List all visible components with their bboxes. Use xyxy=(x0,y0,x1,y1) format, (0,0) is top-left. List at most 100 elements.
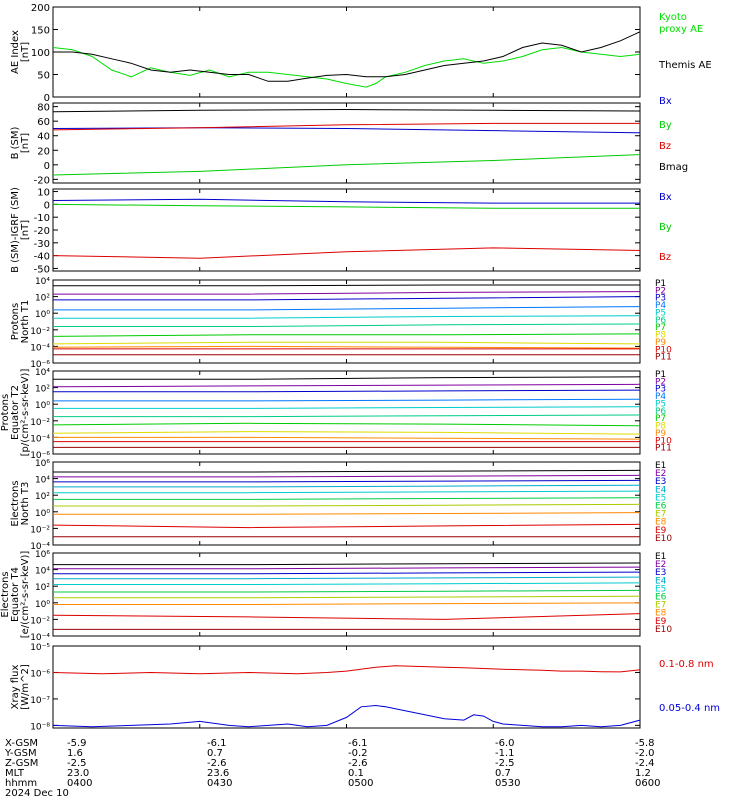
series-line-bz xyxy=(52,122,640,131)
footer-label: X-GSM xyxy=(5,738,39,749)
series-line-p7 xyxy=(52,422,641,427)
footer-value: -5.8 xyxy=(635,738,655,749)
legend-entry: E6 xyxy=(655,502,667,512)
footer-date-text: 2024 Dec 10 xyxy=(5,788,69,799)
footer-value: 0500 xyxy=(348,778,374,789)
series-line-e6 xyxy=(53,497,641,500)
y-tick-label: 150 xyxy=(31,26,50,37)
legend-entry: E3 xyxy=(655,568,666,578)
legend-entry: E9 xyxy=(655,617,667,627)
y-axis-label: Electrons xyxy=(0,571,11,617)
footer-value: 23.6 xyxy=(207,768,230,779)
legend-entry: P6 xyxy=(655,407,666,417)
series-line-e7 xyxy=(53,503,641,507)
panel-frame xyxy=(52,102,641,184)
footer-label: Z-GSM xyxy=(5,758,39,769)
panel-bigrf: -50-40 -30 -20 -10 010 B (SM)-IGRF (SM) [nT] Bx… xyxy=(10,187,672,275)
y-axis-label: B (SM)-IGRF (SM) xyxy=(10,187,21,273)
legend-entry: E4 xyxy=(655,576,667,586)
series-line-e5 xyxy=(53,582,641,585)
legend-entry: P6 xyxy=(655,316,666,326)
series-line-by xyxy=(52,154,641,176)
y-axis-label: Protons xyxy=(10,303,21,340)
legend-entry: P11 xyxy=(655,353,672,363)
y-tick-label: 10⁻⁴ xyxy=(30,343,50,353)
y-tick-label: 10⁴ xyxy=(35,476,50,486)
y-tick-label: 10⁴ xyxy=(35,277,50,287)
legend-entry: 0.1-0.8 nm xyxy=(659,659,714,670)
y-tick-label: -20 xyxy=(34,226,50,237)
legend-entry: E2 xyxy=(655,560,666,570)
y-tick-label: 10⁴ xyxy=(35,368,50,378)
legend-entry: Bx xyxy=(659,192,672,203)
legend-entry: 0.05-0.4 nm xyxy=(659,703,720,714)
series-line-e1 xyxy=(53,469,641,473)
y-tick-label: 10⁶ xyxy=(35,550,50,560)
series-line-p9 xyxy=(53,436,641,440)
series-line-e2 xyxy=(53,566,641,570)
y-tick-label: 50 xyxy=(37,71,50,82)
y-tick-label: 10⁻⁷ xyxy=(30,696,50,706)
y-tick-label: -30 xyxy=(34,239,50,250)
footer-value: 0.7 xyxy=(495,768,511,779)
legend-entry: P1 xyxy=(655,279,666,289)
y-tick-label: 10⁻⁴ xyxy=(30,633,50,643)
y-tick-label: 10⁶ xyxy=(35,459,50,469)
panel-xray: 10⁻⁸ 10⁻⁷ 10⁻⁶ 10⁻⁵ Xray flux [W/m^2] 0.1-0.8 … xyxy=(10,643,720,732)
series-line-bz xyxy=(52,247,641,259)
legend-entry: proxy AE xyxy=(659,24,703,35)
y-tick-label: 10⁻² xyxy=(30,418,50,428)
y-tick-label: 0 xyxy=(44,93,50,104)
series-line-e9 xyxy=(52,523,641,529)
legend-entry: P7 xyxy=(655,323,666,333)
legend-entry: E10 xyxy=(655,534,672,544)
y-tick-label: 10⁻⁴ xyxy=(30,542,50,552)
series-line-e2 xyxy=(53,474,641,478)
series-line-p1 xyxy=(53,376,641,380)
legend-entry: P10 xyxy=(655,436,672,446)
y-axis-label: B (SM) xyxy=(10,126,21,159)
y-tick-label: 10⁰ xyxy=(35,401,50,411)
y-axis-label: Electrons xyxy=(10,480,21,526)
legend-entry: P3 xyxy=(655,385,666,395)
footer-value: -2.5 xyxy=(67,758,87,769)
footer-value: -6.0 xyxy=(495,738,515,749)
series-line-kyoto-proxy-ae xyxy=(52,46,641,88)
y-tick-label: 10⁻⁶ xyxy=(30,669,50,679)
y-tick-label: 10⁻⁵ xyxy=(30,643,50,653)
y-tick-label: 80 xyxy=(37,103,50,114)
series-line-p3 xyxy=(53,296,641,301)
footer-value: 1.6 xyxy=(67,748,83,759)
footer-value: 0600 xyxy=(635,778,661,789)
footer-value: 0400 xyxy=(67,778,93,789)
series-line-by xyxy=(52,203,640,209)
y-tick-label: 10⁻² xyxy=(30,327,50,337)
panel-frame xyxy=(52,461,641,546)
y-tick-label: 10² xyxy=(35,385,50,395)
y-axis-label: Protons xyxy=(0,394,11,431)
y-axis-label: North T1 xyxy=(20,300,31,344)
y-tick-label: 20 xyxy=(37,146,50,157)
footer-value: -2.6 xyxy=(207,758,227,769)
series-line-p4 xyxy=(53,306,641,311)
y-tick-label: 10² xyxy=(35,583,50,593)
footer-label: hhmm xyxy=(5,778,38,789)
y-tick-label: -50 xyxy=(34,264,50,275)
footer-label: Y-GSM xyxy=(5,748,37,759)
y-tick-label: 0 xyxy=(44,161,50,172)
series-line-p3 xyxy=(53,389,641,393)
series-line-e4 xyxy=(53,576,641,580)
series-line-e3 xyxy=(53,479,641,483)
series-line-p8 xyxy=(52,431,641,435)
legend-entry: E2 xyxy=(655,469,666,479)
series-line-e9 xyxy=(52,613,641,620)
series-line-p5 xyxy=(53,315,641,319)
y-tick-label: 40 xyxy=(37,132,50,143)
panel-frame xyxy=(52,645,641,729)
y-axis-label: [p/(cm²-s-sr-keV)] xyxy=(20,369,31,457)
y-tick-label: 10⁻⁶ xyxy=(30,360,50,370)
legend-entry: P10 xyxy=(655,345,672,355)
legend-entry: P7 xyxy=(655,414,666,424)
